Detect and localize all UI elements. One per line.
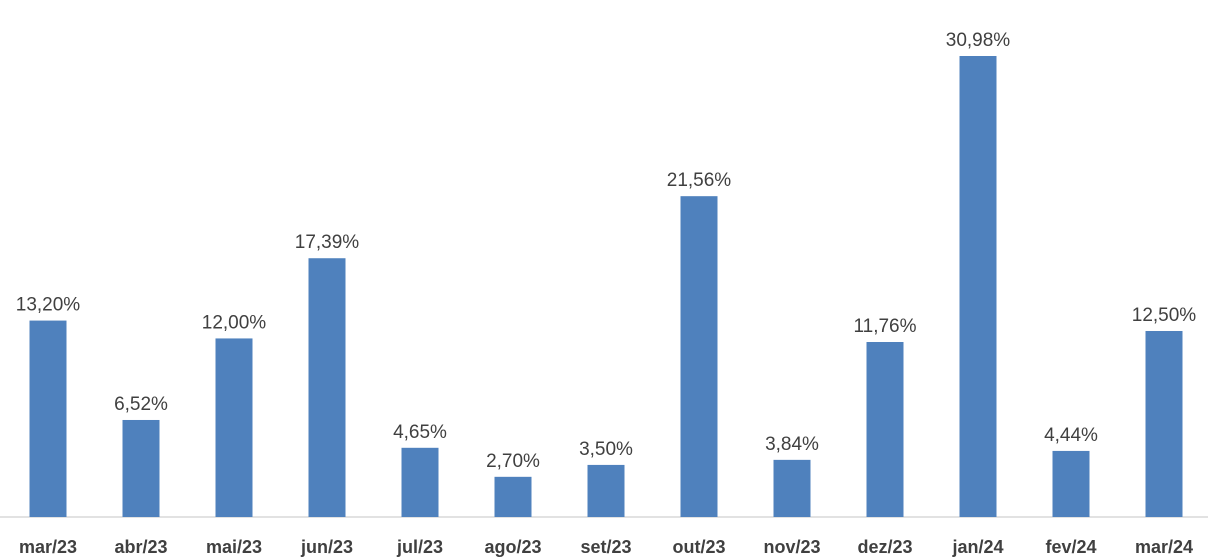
x-tick-label: mar/23 [19,537,77,557]
bar [587,464,625,517]
x-tick-label: out/23 [672,537,725,557]
x-tick-label: set/23 [580,537,631,557]
x-tick-label: mai/23 [206,537,262,557]
x-tick-label: mar/24 [1135,537,1193,557]
x-tick-label: nov/23 [763,537,820,557]
x-tick-label: fev/24 [1045,537,1096,557]
bar [215,338,253,517]
bar [959,56,997,517]
value-label: 30,98% [946,30,1011,51]
value-label: 11,76% [853,316,916,337]
x-tick-label: ago/23 [484,537,541,557]
bar [680,196,718,517]
bar [773,459,811,517]
value-label: 3,84% [765,434,819,455]
x-tick-label: jul/23 [396,537,443,557]
bar [1052,450,1090,517]
value-label: 17,39% [295,232,360,253]
value-label: 13,20% [16,295,81,316]
value-label: 4,65% [393,422,447,443]
x-tick-label: abr/23 [114,537,167,557]
bar [494,476,532,517]
bar [1145,330,1183,517]
bar [308,258,346,517]
value-label: 6,52% [114,394,168,415]
value-label: 12,50% [1132,305,1197,326]
value-label: 3,50% [579,439,633,460]
x-tick-label: jun/23 [300,537,353,557]
x-tick-label: dez/23 [857,537,912,557]
value-label: 4,44% [1044,425,1098,446]
bar [401,447,439,517]
value-label: 21,56% [667,170,732,191]
bar [866,342,904,517]
value-label: 2,70% [486,451,540,472]
bar [29,320,67,517]
bar [122,419,160,517]
x-tick-label: jan/24 [951,537,1003,557]
value-label: 12,00% [202,312,267,333]
